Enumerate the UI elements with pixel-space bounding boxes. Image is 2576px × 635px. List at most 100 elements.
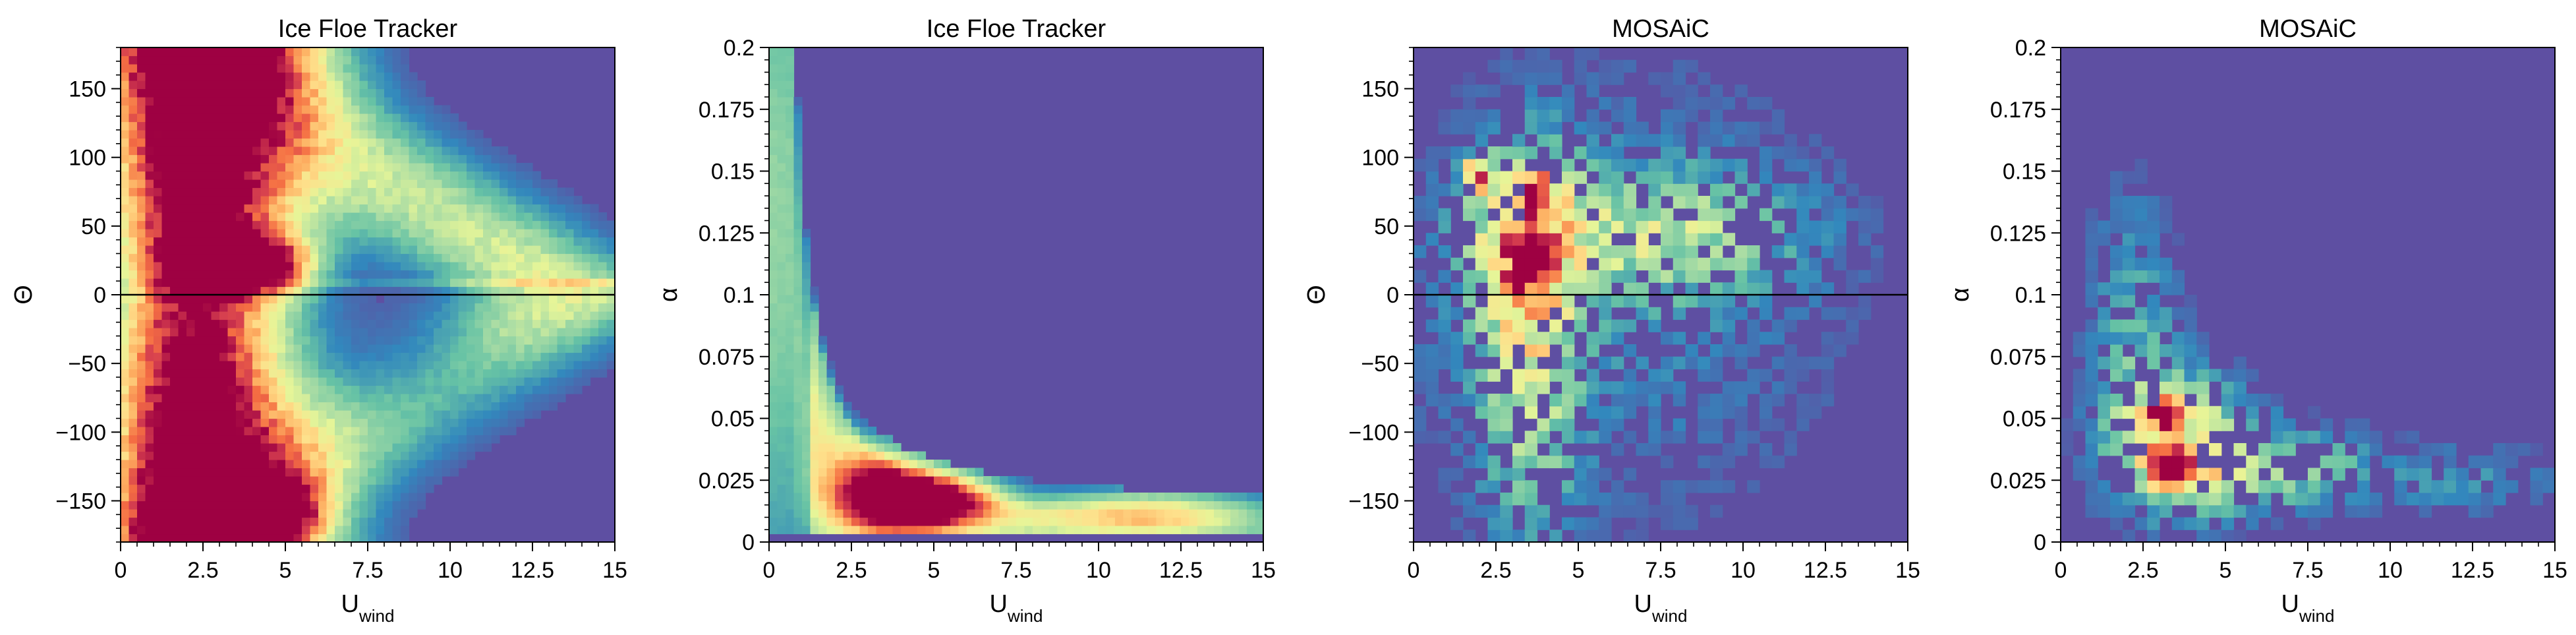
heatmap-cell xyxy=(442,229,451,238)
heatmap-cell xyxy=(1722,480,1736,493)
heatmap-cell xyxy=(277,245,286,255)
heatmap-cell xyxy=(335,517,344,526)
heatmap-cell xyxy=(417,121,426,131)
heatmap-cell xyxy=(244,163,253,172)
heatmap-cell xyxy=(573,204,583,213)
heatmap-cell xyxy=(178,344,187,353)
heatmap-cell xyxy=(1106,509,1116,518)
heatmap-cell xyxy=(154,418,163,427)
heatmap-cell xyxy=(121,204,130,213)
heatmap-cell xyxy=(1512,233,1526,246)
heatmap-cell xyxy=(392,500,401,510)
heatmap-cell xyxy=(1771,356,1785,370)
heatmap-cell xyxy=(1255,517,1264,526)
heatmap-cell xyxy=(302,311,311,320)
heatmap-cell xyxy=(203,303,212,312)
heatmap-cell xyxy=(2171,381,2185,394)
heatmap-cell xyxy=(194,319,204,328)
heatmap-cell xyxy=(285,311,295,320)
heatmap-cell xyxy=(1599,208,1612,222)
heatmap-cell xyxy=(1024,500,1033,510)
heatmap-cell xyxy=(186,295,196,304)
heatmap-cell xyxy=(967,509,976,518)
heatmap-cell xyxy=(549,352,558,361)
heatmap-cell xyxy=(318,130,328,139)
heatmap-cell xyxy=(434,138,443,147)
heatmap-cell xyxy=(1073,493,1083,502)
heatmap-cell xyxy=(137,500,146,510)
heatmap-cell xyxy=(1512,319,1526,332)
heatmap-cell xyxy=(500,418,509,427)
heatmap-cell xyxy=(826,369,836,378)
heatmap-cell xyxy=(194,138,204,147)
heatmap-cell xyxy=(269,493,278,502)
heatmap-cell xyxy=(236,352,245,361)
heatmap-cell xyxy=(573,262,583,271)
heatmap-cell xyxy=(170,130,179,139)
heatmap-cell xyxy=(211,229,220,238)
heatmap-cell xyxy=(203,138,212,147)
heatmap-cell xyxy=(1463,332,1476,345)
heatmap-cell xyxy=(925,476,934,485)
heatmap-cell xyxy=(203,278,212,287)
heatmap-cell xyxy=(384,476,393,485)
heatmap-cell xyxy=(425,138,434,147)
heatmap-cell xyxy=(442,204,451,213)
heatmap-cell xyxy=(170,105,179,114)
heatmap-cell xyxy=(2085,431,2098,444)
heatmap-cell xyxy=(211,154,220,164)
heatmap-cell xyxy=(573,303,583,312)
heatmap-cell xyxy=(1139,509,1149,518)
heatmap-cell xyxy=(769,484,778,493)
heatmap-cell xyxy=(458,262,467,271)
heatmap-cell xyxy=(401,517,410,526)
heatmap-cell xyxy=(285,533,295,543)
heatmap-cell xyxy=(777,237,786,246)
heatmap-cell xyxy=(260,270,270,279)
heatmap-cell xyxy=(1574,529,1588,543)
panel-title: MOSAiC xyxy=(1612,15,1709,43)
heatmap-cell xyxy=(1049,484,1058,493)
heatmap-cell xyxy=(1131,526,1141,535)
heatmap-cell xyxy=(1537,332,1550,345)
heatmap-cell xyxy=(2171,455,2185,469)
heatmap-cell xyxy=(137,418,146,427)
heatmap-cell xyxy=(368,476,377,485)
heatmap-cell xyxy=(1673,158,1686,172)
heatmap-cell xyxy=(1870,220,1884,233)
heatmap-cell xyxy=(277,163,286,172)
heatmap-cell xyxy=(876,443,885,452)
heatmap-cell xyxy=(2184,455,2197,469)
heatmap-cell xyxy=(129,97,138,106)
heatmap-cell xyxy=(211,270,220,279)
heatmap-cell xyxy=(425,196,434,205)
heatmap-cell xyxy=(549,286,558,295)
panel-ice-theta: Ice Floe Tracker 0 2.5 5 7.5 10 12.5 15 −150−1… xyxy=(10,15,627,626)
heatmap-cell xyxy=(1512,493,1526,506)
heatmap-cell xyxy=(2122,529,2136,543)
heatmap-cell xyxy=(458,229,467,238)
heatmap-cell xyxy=(442,303,451,312)
heatmap-cell xyxy=(285,336,295,345)
heatmap-cell xyxy=(1821,381,1835,394)
heatmap-cell xyxy=(1425,381,1439,394)
heatmap-cell xyxy=(343,394,352,403)
heatmap-cell xyxy=(409,344,418,353)
heatmap-cell xyxy=(260,526,270,535)
heatmap-cell xyxy=(1073,500,1083,510)
heatmap-cell xyxy=(991,517,1000,526)
heatmap-cell xyxy=(958,493,967,502)
heatmap-cell xyxy=(318,435,328,444)
heatmap-cell xyxy=(540,270,550,279)
heatmap-cell xyxy=(793,204,803,213)
heatmap-cell xyxy=(851,509,861,518)
heatmap-cell xyxy=(409,377,418,386)
heatmap-cell xyxy=(1586,344,1599,357)
heatmap-cell xyxy=(186,369,196,378)
heatmap-cell xyxy=(170,88,179,98)
heatmap-cell xyxy=(170,311,179,320)
heatmap-cell xyxy=(392,311,401,320)
heatmap-cell xyxy=(121,385,130,394)
heatmap-cell xyxy=(302,245,311,255)
